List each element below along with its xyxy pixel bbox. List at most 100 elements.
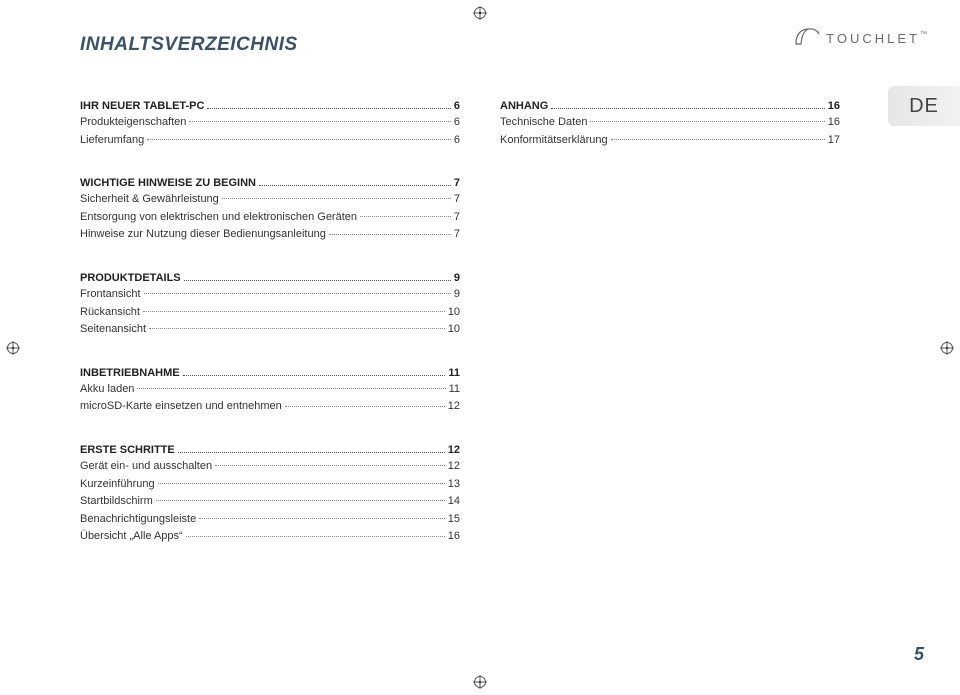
toc-line-page: 10 — [448, 321, 460, 339]
toc-line-label: Konformitätserklärung — [500, 132, 608, 150]
toc-heading-page: 12 — [448, 444, 460, 456]
toc-dots — [611, 132, 825, 140]
toc-line: Lieferumfang 6 — [80, 132, 460, 150]
toc-line-page: 7 — [454, 226, 460, 244]
toc-line-label: Startbildschirm — [80, 493, 153, 511]
toc-heading-label: WICHTIGE HINWEISE ZU BEGINN — [80, 177, 256, 189]
page-container: TOUCHLET™ DE INHALTSVERZEICHNIS IHR NEUE… — [0, 0, 960, 695]
toc-line-label: Produkteigenschaften — [80, 114, 186, 132]
toc-line: Frontansicht 9 — [80, 286, 460, 304]
toc-line: Sicherheit & Gewährleistung 7 — [80, 191, 460, 209]
toc-heading: PRODUKTDETAILS 9 — [80, 272, 460, 284]
toc-dots — [199, 511, 445, 519]
toc-dots — [360, 209, 451, 217]
toc-line-page: 12 — [448, 458, 460, 476]
toc-line-page: 6 — [454, 132, 460, 150]
toc-line-label: Seitenansicht — [80, 321, 146, 339]
toc-section: IHR NEUER TABLET-PC6 Produkteigenschaften… — [80, 100, 460, 149]
toc-line: Konformitätserklärung 17 — [500, 132, 840, 150]
toc-line-label: Akku laden — [80, 381, 134, 399]
toc-section: ERSTE SCHRITTE12Gerät ein- und ausschalt… — [80, 444, 460, 546]
toc-line: Technische Daten 16 — [500, 114, 840, 132]
toc-line: Seitenansicht 10 — [80, 321, 460, 339]
toc-line-page: 7 — [454, 209, 460, 227]
toc-dots — [147, 132, 451, 140]
toc-line-page: 10 — [448, 304, 460, 322]
toc-line-label: Hinweise zur Nutzung dieser Bedienungsan… — [80, 226, 326, 244]
toc-column-right: ANHANG16Technische Daten16Konformitätser… — [500, 100, 840, 574]
toc-line-label: Übersicht „Alle Apps“ — [80, 528, 183, 546]
toc-columns: IHR NEUER TABLET-PC6 Produkteigenschaften… — [80, 100, 900, 574]
toc-heading: ANHANG 16 — [500, 100, 840, 112]
toc-line: Hinweise zur Nutzung dieser Bedienungsan… — [80, 226, 460, 244]
toc-heading-page: 11 — [448, 367, 460, 379]
toc-dots — [207, 100, 450, 109]
toc-line: microSD-Karte einsetzen und entnehmen 12 — [80, 398, 460, 416]
toc-section: INBETRIEBNAHME11Akku laden11microSD-Kart… — [80, 367, 460, 416]
page-title: INHALTSVERZEICHNIS — [80, 34, 900, 56]
toc-heading: INBETRIEBNAHME 11 — [80, 367, 460, 379]
toc-dots — [137, 381, 445, 389]
toc-line-label: Frontansicht — [80, 286, 141, 304]
toc-section: PRODUKTDETAILS 9 Frontansicht 9 Rückansicht 1… — [80, 272, 460, 339]
toc-line: Übersicht „Alle Apps“ 16 — [80, 528, 460, 546]
toc-line: Akku laden 11 — [80, 381, 460, 399]
toc-heading: WICHTIGE HINWEISE ZU BEGINN7 — [80, 177, 460, 189]
toc-line-page: 7 — [454, 191, 460, 209]
language-badge: DE — [888, 86, 960, 126]
toc-dots — [143, 304, 445, 312]
toc-line-page: 16 — [828, 114, 840, 132]
toc-heading-label: ANHANG — [500, 100, 548, 112]
toc-line-label: Gerät ein- und ausschalten — [80, 458, 212, 476]
toc-section: ANHANG16Technische Daten16Konformitätser… — [500, 100, 840, 149]
toc-line: Produkteigenschaften6 — [80, 114, 460, 132]
toc-line: Kurzeinführung13 — [80, 476, 460, 494]
toc-dots — [156, 493, 445, 501]
toc-line-page: 16 — [448, 528, 460, 546]
brand-logo: TOUCHLET™ — [794, 26, 930, 51]
toc-line-label: Rückansicht — [80, 304, 140, 322]
page-number-footer: 5 — [914, 644, 924, 665]
toc-dots — [189, 114, 450, 122]
toc-line: Entsorgung von elektrischen und elektron… — [80, 209, 460, 227]
toc-line-page: 17 — [828, 132, 840, 150]
toc-line-label: Lieferumfang — [80, 132, 144, 150]
toc-line-page: 14 — [448, 493, 460, 511]
toc-dots — [590, 114, 824, 122]
toc-heading-page: 6 — [454, 100, 460, 112]
toc-line: Rückansicht 10 — [80, 304, 460, 322]
toc-dots — [186, 528, 445, 536]
toc-dots — [551, 100, 824, 109]
toc-line-page: 11 — [449, 381, 460, 399]
toc-heading-label: PRODUKTDETAILS — [80, 272, 181, 284]
toc-dots — [184, 272, 451, 281]
toc-section: WICHTIGE HINWEISE ZU BEGINN7Sicherheit &… — [80, 177, 460, 244]
toc-heading-page: 16 — [828, 100, 840, 112]
toc-heading: ERSTE SCHRITTE 12 — [80, 444, 460, 456]
toc-dots — [144, 286, 451, 294]
toc-line: Gerät ein- und ausschalten 12 — [80, 458, 460, 476]
toc-line-page: 15 — [448, 511, 460, 529]
toc-line-label: Technische Daten — [500, 114, 587, 132]
toc-dots — [149, 321, 445, 329]
toc-heading-label: ERSTE SCHRITTE — [80, 444, 175, 456]
toc-heading-page: 9 — [454, 272, 460, 284]
toc-dots — [178, 444, 445, 453]
toc-dots — [222, 191, 451, 199]
toc-line: Benachrichtigungsleiste15 — [80, 511, 460, 529]
toc-line-label: Entsorgung von elektrischen und elektron… — [80, 209, 357, 227]
toc-line-label: Sicherheit & Gewährleistung — [80, 191, 219, 209]
toc-dots — [158, 476, 445, 484]
toc-line-page: 12 — [448, 398, 460, 416]
brand-text: TOUCHLET™ — [826, 31, 930, 46]
toc-dots — [285, 398, 445, 406]
toc-dots — [329, 226, 451, 234]
toc-line: Startbildschirm 14 — [80, 493, 460, 511]
toc-heading: IHR NEUER TABLET-PC6 — [80, 100, 460, 112]
toc-dots — [183, 367, 446, 376]
toc-line-label: microSD-Karte einsetzen und entnehmen — [80, 398, 282, 416]
toc-line-page: 9 — [454, 286, 460, 304]
toc-dots — [259, 177, 451, 186]
toc-line-label: Kurzeinführung — [80, 476, 155, 494]
toc-heading-label: INBETRIEBNAHME — [80, 367, 180, 379]
